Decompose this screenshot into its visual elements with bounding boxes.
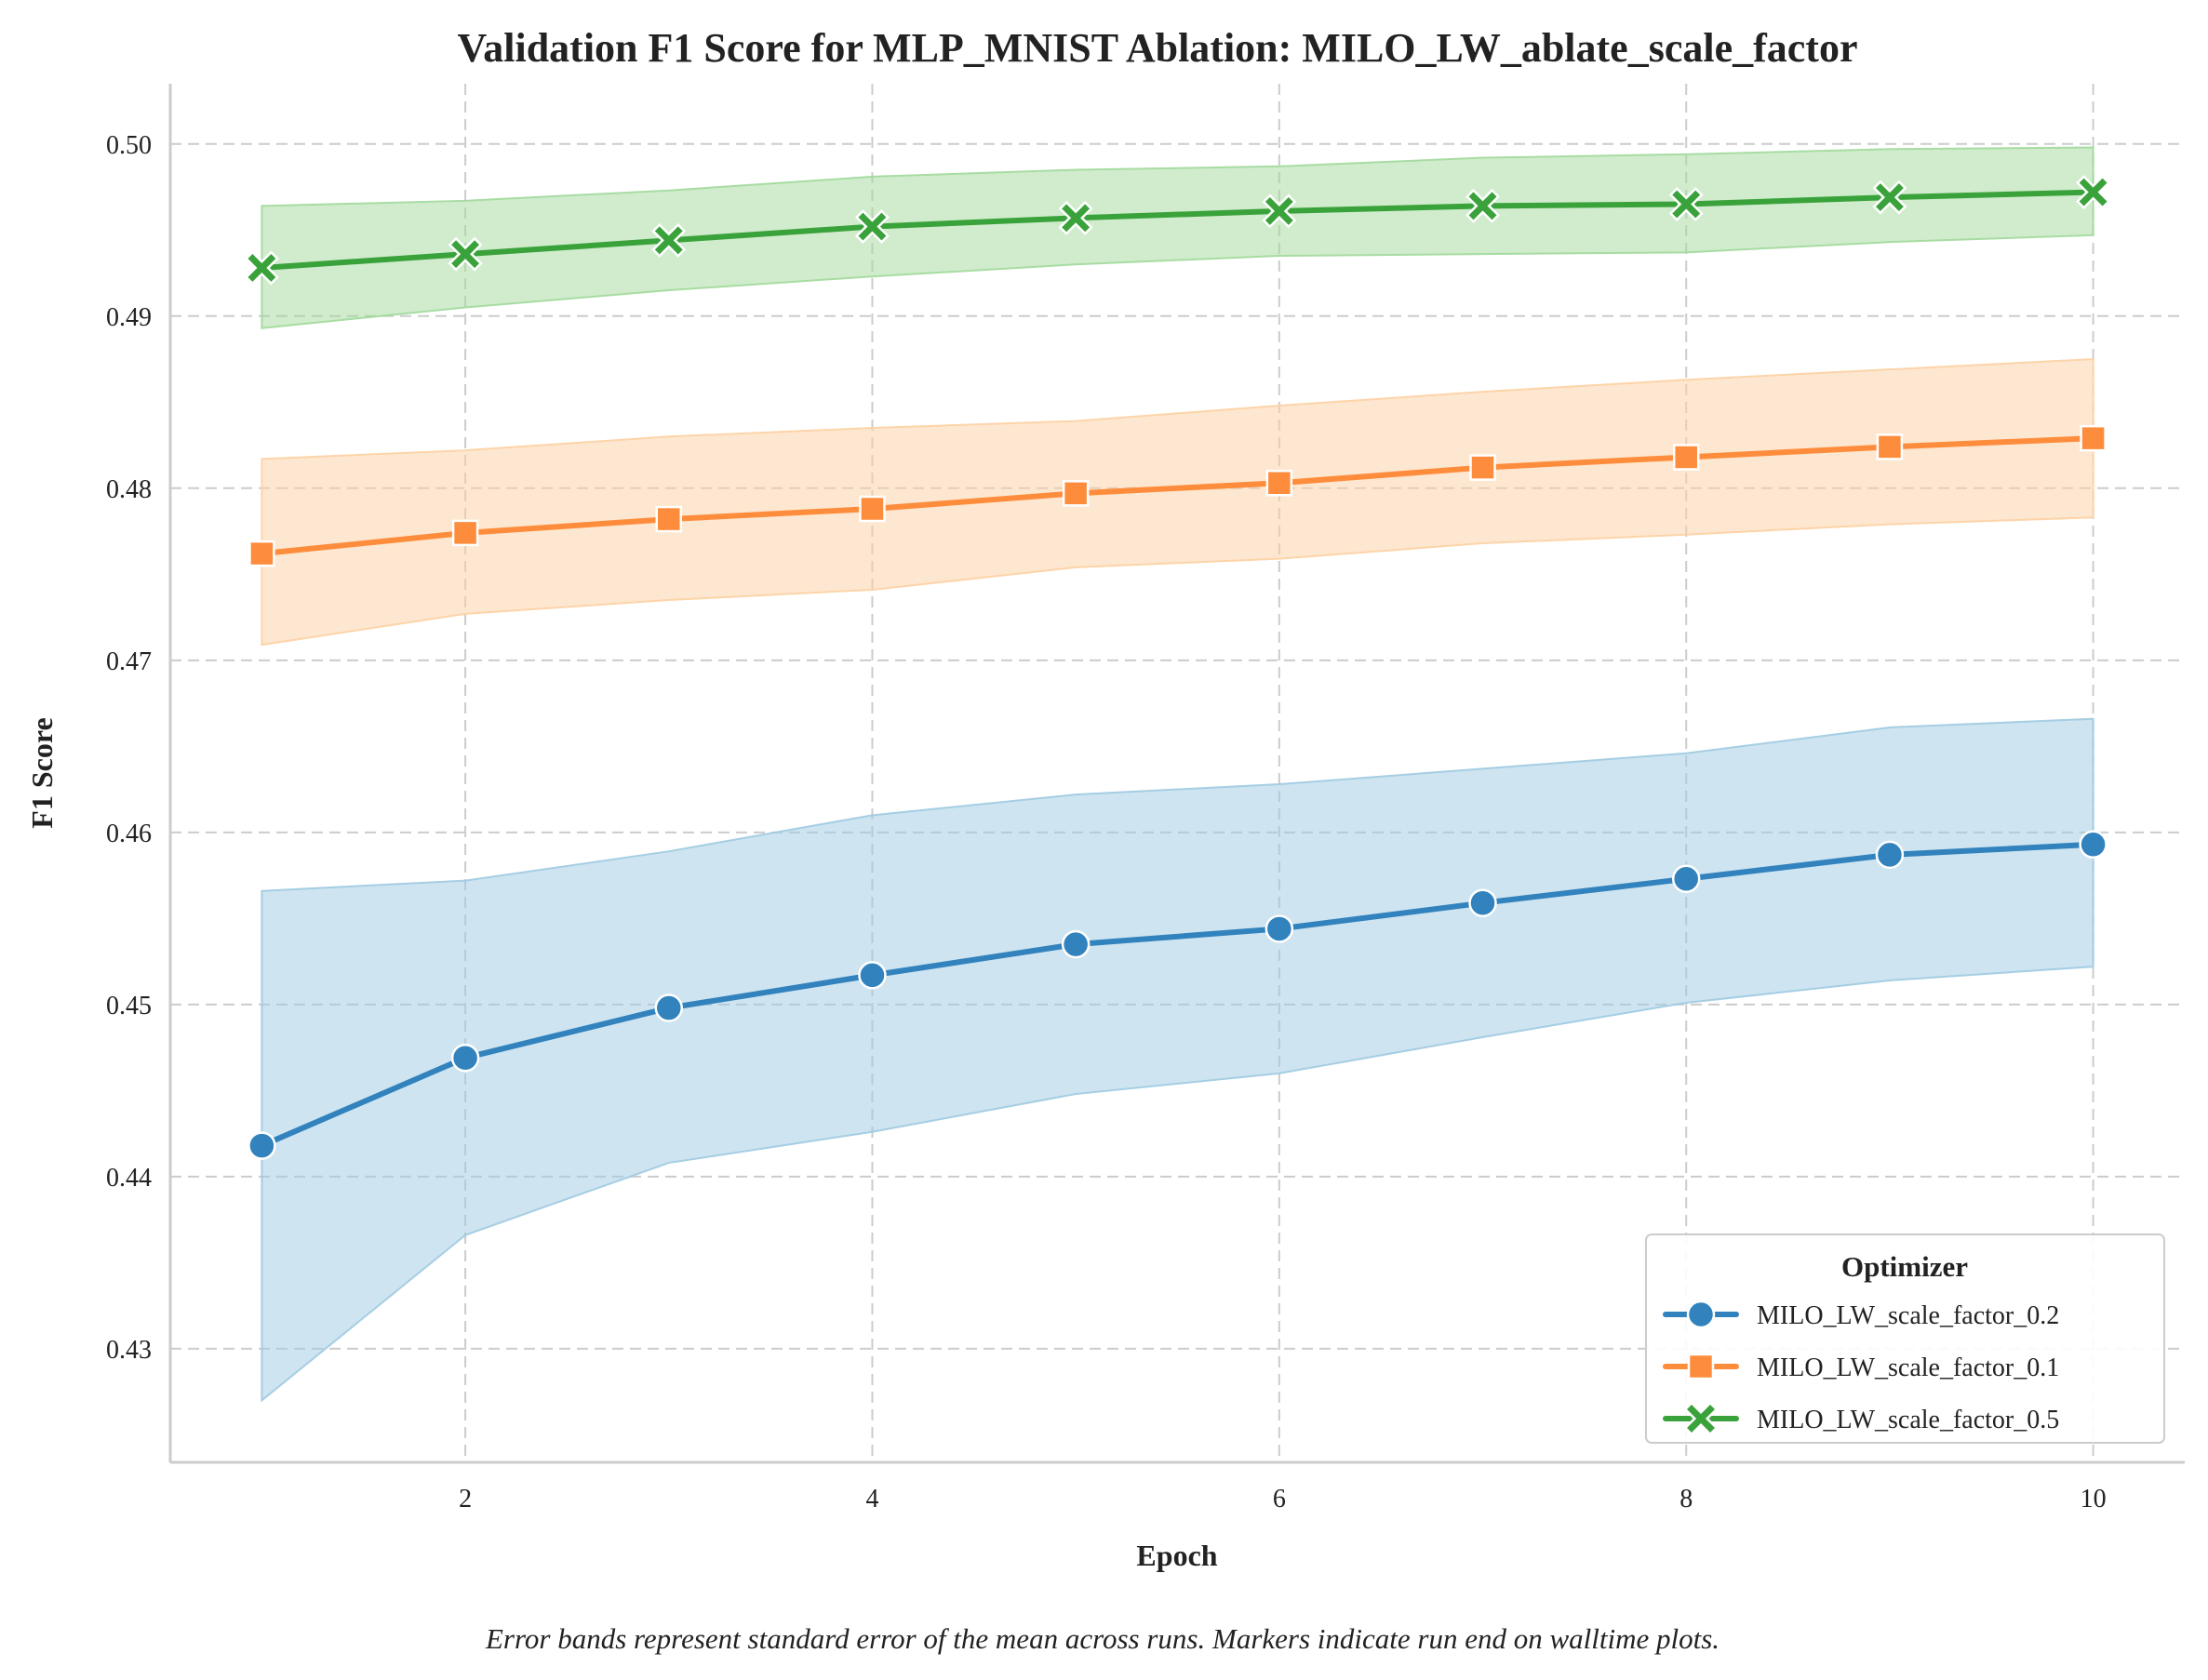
error-band-1: [261, 717, 2094, 1403]
series-marker: [1061, 929, 1091, 959]
legend-title: Optimizer: [1841, 1250, 1968, 1283]
series-marker: [1265, 914, 1294, 943]
series-marker: [1872, 180, 1907, 215]
legend-label: MILO_LW_scale_factor_0.2: [1757, 1301, 2059, 1330]
legend: Optimizer MILO_LW_scale_factor_0.2MILO_L…: [1645, 1233, 2165, 1444]
series-marker: [654, 993, 684, 1022]
series-marker: [1672, 444, 1700, 471]
series-marker: [1671, 864, 1701, 894]
error-bands: [261, 146, 2094, 1403]
series-marker: [1058, 200, 1093, 235]
series-marker: [2079, 830, 2108, 860]
legend-label: MILO_LW_scale_factor_0.5: [1757, 1406, 2059, 1434]
series-marker: [244, 250, 279, 286]
series-marker: [1468, 888, 1497, 917]
series-marker: [1686, 1300, 1716, 1329]
y-tick-label: 0.46: [106, 820, 152, 848]
legend-entry: MILO_LW_scale_factor_0.2: [1663, 1300, 2059, 1330]
x-tick-label: 8: [1679, 1485, 1693, 1513]
series-marker: [655, 505, 683, 533]
error-band-3: [261, 146, 2094, 329]
series-marker: [859, 495, 886, 523]
y-tick-label: 0.50: [106, 131, 152, 160]
legend-entry: MILO_LW_scale_factor_0.1: [1663, 1353, 2059, 1382]
series-marker: [2080, 424, 2107, 452]
series-lines: [259, 189, 2096, 1149]
legend-label: MILO_LW_scale_factor_0.1: [1757, 1353, 2059, 1382]
series-line-1: [259, 841, 2096, 1149]
legend-entries: MILO_LW_scale_factor_0.2 MILO_LW_scale_fa…: [1663, 1300, 2059, 1436]
series-marker: [2076, 175, 2111, 210]
series-marker: [1876, 433, 1904, 460]
series-marker: [450, 1043, 480, 1073]
y-axis-ticks: 0.43 0.44 0.45 0.46 0.47 0.48 0.49 0.50: [106, 131, 152, 1365]
legend-entry: MILO_LW_scale_factor_0.5: [1663, 1401, 2059, 1436]
series-markers: [244, 175, 2111, 1160]
y-axis-label: F1 Score: [25, 717, 59, 828]
series-marker: [858, 961, 887, 990]
series-marker: [1265, 469, 1293, 497]
legend-box: [1645, 1233, 2165, 1444]
x-tick-label: 4: [865, 1485, 878, 1513]
series-marker: [1687, 1353, 1715, 1380]
x-tick-label: 10: [2081, 1485, 2107, 1513]
error-band-2: [261, 357, 2094, 647]
x-axis-label: Epoch: [1136, 1539, 1217, 1572]
chart-title: Validation F1 Score for MLP_MNIST Ablati…: [458, 25, 1858, 71]
y-tick-label: 0.49: [106, 303, 152, 332]
series-marker: [1875, 840, 1905, 870]
series-marker: [1262, 193, 1297, 229]
series-line-3: [259, 189, 2096, 271]
y-tick-label: 0.47: [106, 647, 152, 676]
y-tick-label: 0.48: [106, 475, 152, 504]
series-marker: [1683, 1401, 1719, 1436]
y-tick-label: 0.45: [106, 992, 152, 1020]
series-marker: [1062, 480, 1090, 507]
y-tick-label: 0.44: [106, 1164, 152, 1193]
y-tick-label: 0.43: [106, 1336, 152, 1365]
x-tick-label: 2: [459, 1485, 472, 1513]
x-axis-ticks: 2 4 6 8 10: [459, 1485, 2106, 1513]
series-marker: [451, 519, 479, 547]
series-marker: [651, 222, 687, 258]
series-marker: [1465, 188, 1501, 223]
series-marker: [1668, 187, 1704, 221]
chart-caption: Error bands represent standard error of …: [485, 1622, 1720, 1655]
series-marker: [1469, 454, 1496, 481]
x-tick-label: 6: [1273, 1485, 1286, 1513]
series-marker: [854, 209, 890, 245]
series-marker: [248, 540, 275, 567]
series-marker: [248, 1131, 276, 1160]
series-marker: [448, 236, 483, 272]
series-line-2: [259, 435, 2096, 557]
